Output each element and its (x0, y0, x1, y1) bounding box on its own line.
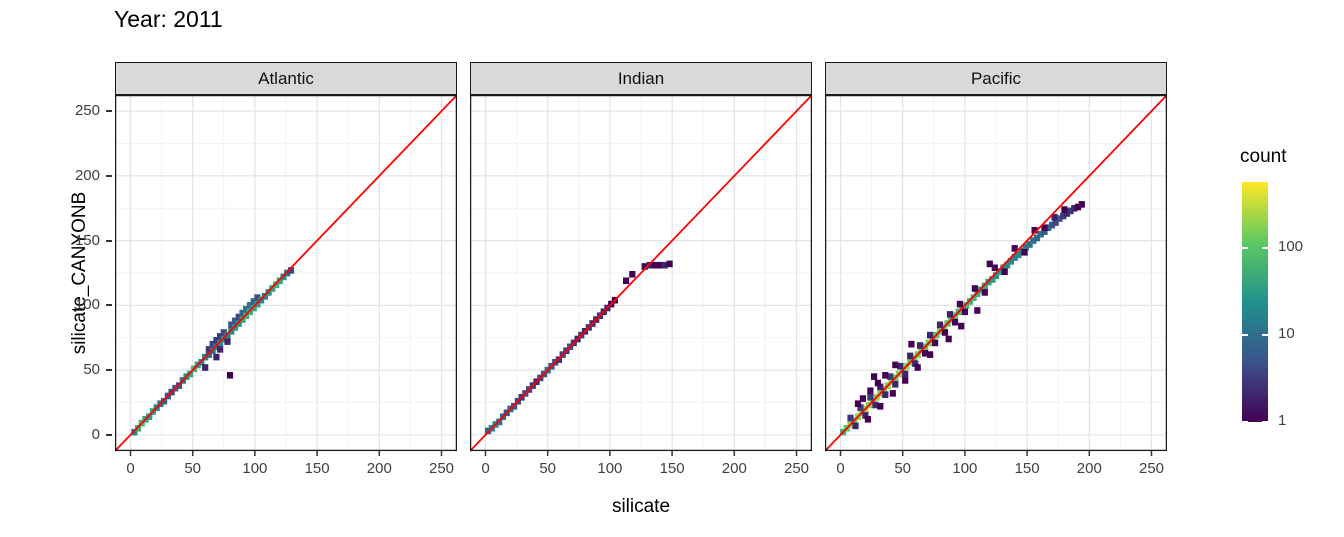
facet-strip-pacific: Pacific (825, 62, 1167, 95)
facet-panel-indian: 0 50 100 150 200 250 (470, 95, 812, 477)
svg-text:100: 100 (242, 460, 267, 477)
y-tick-mark (106, 110, 112, 113)
y-tick-mark (106, 369, 112, 372)
svg-text:0: 0 (836, 460, 844, 477)
chart-title: Year: 2011 (114, 6, 223, 32)
legend-tick-mark (1242, 421, 1248, 423)
svg-text:250: 250 (1139, 460, 1164, 477)
facet-pacific: Pacific 0 50 100 150 200 250 (825, 62, 1167, 477)
legend-tick-label: 100 (1278, 237, 1304, 255)
legend-tick-mark (1242, 246, 1248, 249)
legend-tick-mark (1262, 421, 1268, 423)
legend-tick-mark (1262, 333, 1268, 336)
legend-tick-label: 10 (1278, 324, 1295, 342)
y-tick-label: 250 (74, 102, 100, 120)
legend-tick-label: 1 (1278, 412, 1287, 429)
y-tick-label: 50 (83, 361, 100, 379)
svg-text:0: 0 (481, 460, 489, 477)
legend: count 1 10 100 (1240, 146, 1344, 429)
y-tick-mark (106, 174, 112, 177)
svg-text:200: 200 (722, 460, 747, 477)
legend-gradient-bar (1242, 182, 1268, 422)
x-axis-title: silicate (611, 496, 671, 517)
facet-indian: Indian 0 50 100 150 200 250 (470, 62, 812, 477)
legend-title: count (1240, 146, 1287, 167)
y-tick-mark (106, 239, 112, 242)
facet-strip-atlantic: Atlantic (115, 62, 457, 95)
y-tick-label: 0 (91, 425, 100, 443)
facet-atlantic: Atlantic 0 50 100 150 200 250 (115, 62, 457, 477)
svg-text:150: 150 (660, 460, 685, 477)
legend-tick-mark (1262, 246, 1268, 249)
svg-text:100: 100 (952, 460, 977, 477)
legend-tick-mark (1242, 333, 1248, 336)
y-tick-label: 200 (74, 166, 100, 184)
facet-panel-atlantic: 0 50 100 150 200 250 (115, 95, 457, 477)
svg-text:250: 250 (784, 460, 809, 477)
facet-panel-pacific: 0 50 100 150 200 250 (825, 95, 1167, 477)
svg-text:50: 50 (894, 460, 911, 477)
svg-text:250: 250 (429, 460, 454, 477)
facet-row: Atlantic 0 50 100 150 200 250 Indian 0 50 100 15… (115, 62, 1167, 477)
svg-text:100: 100 (597, 460, 622, 477)
legend-colorbar: 1 10 100 (1242, 182, 1303, 429)
facet-strip-indian: Indian (470, 62, 812, 95)
svg-text:50: 50 (184, 460, 201, 477)
y-axis-ticks: 0 50 100 150 200 250 (54, 95, 112, 451)
y-tick-mark (106, 304, 112, 307)
y-tick-label: 150 (74, 231, 100, 249)
svg-text:200: 200 (367, 460, 392, 477)
y-tick-label: 100 (74, 296, 100, 314)
y-tick-mark (106, 433, 112, 436)
svg-text:150: 150 (1015, 460, 1040, 477)
svg-text:150: 150 (305, 460, 330, 477)
svg-text:50: 50 (539, 460, 556, 477)
svg-text:200: 200 (1077, 460, 1102, 477)
svg-text:0: 0 (126, 460, 134, 477)
